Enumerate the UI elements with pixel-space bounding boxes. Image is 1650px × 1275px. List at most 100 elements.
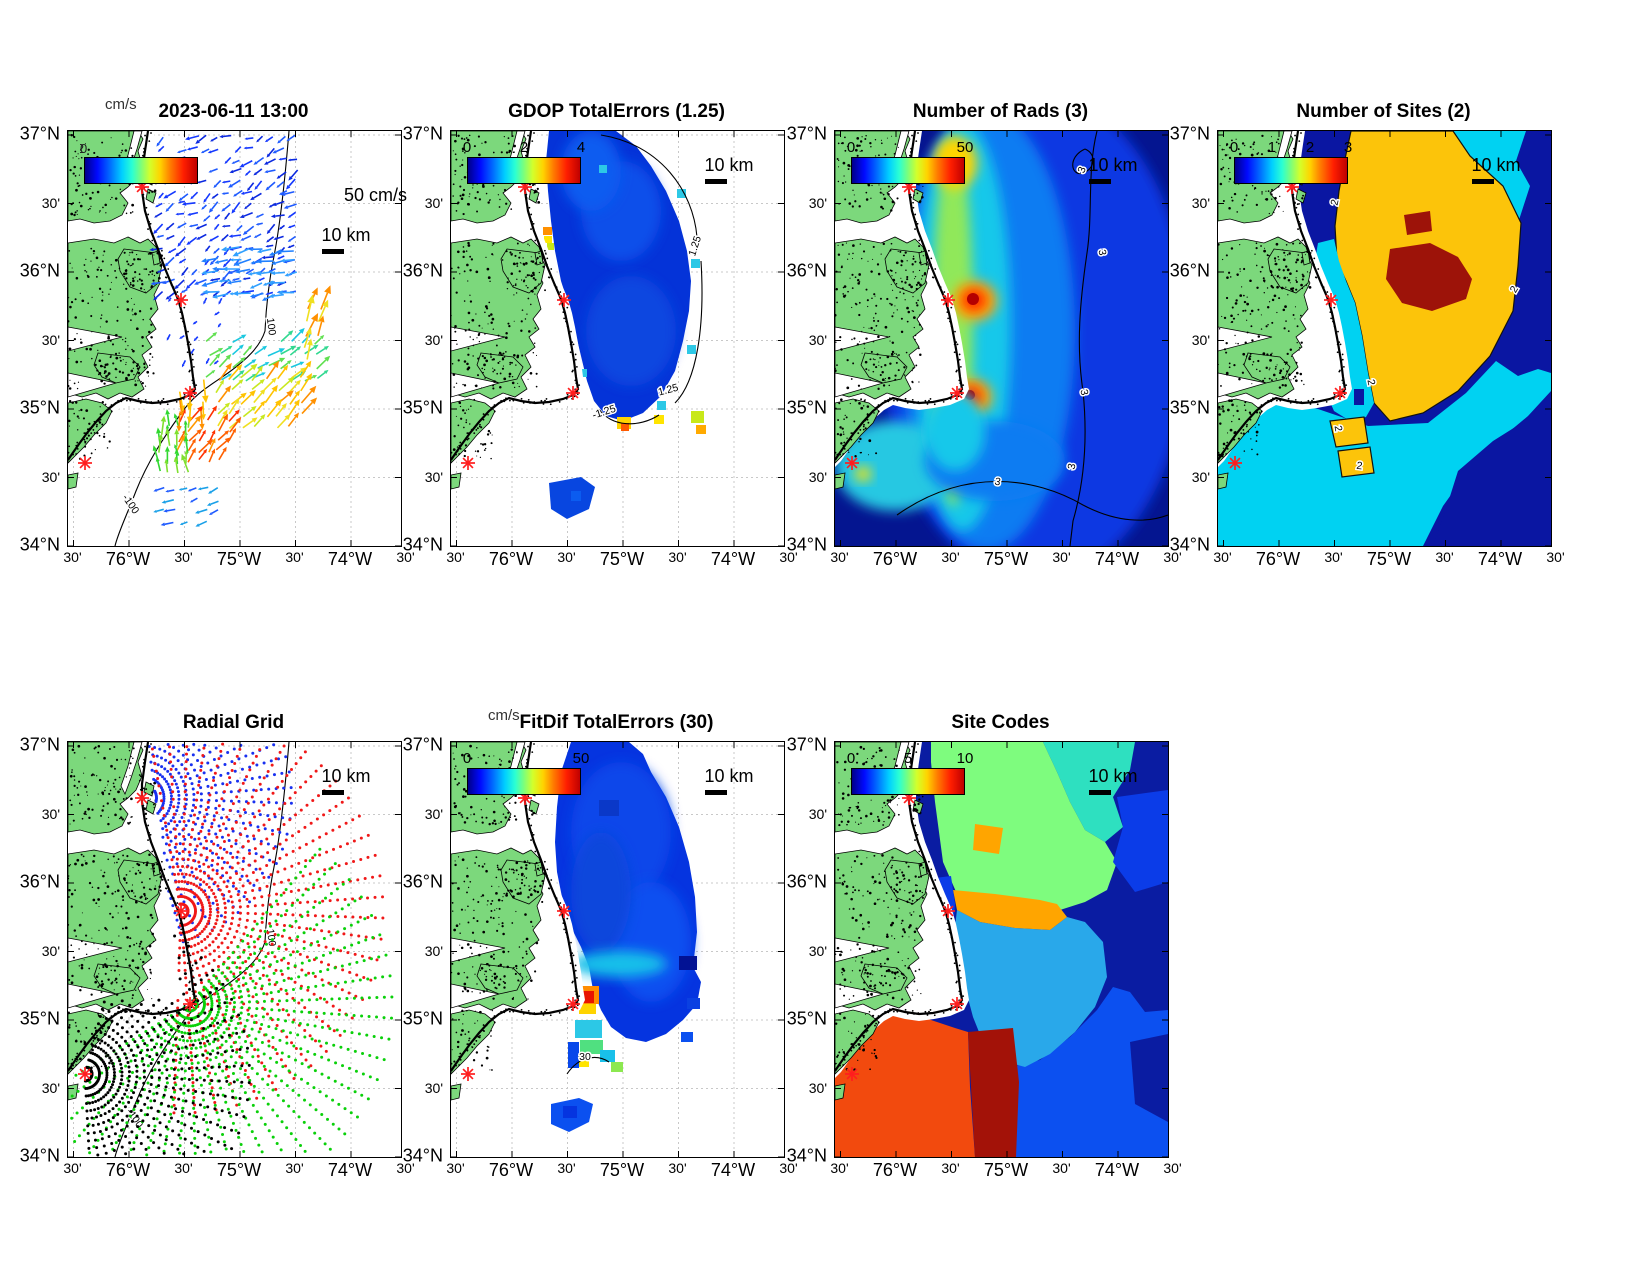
lon-axis-labels: 30' 76°W 30' 75°W 30' 74°W 30' xyxy=(63,1160,414,1184)
map-canvas: 1.251.25-1.25 xyxy=(451,131,784,546)
lon-tick-label: 76°W xyxy=(488,1160,534,1180)
radial-grid-dots xyxy=(70,742,394,1157)
colorbar-tick: 0 xyxy=(462,750,472,767)
colorbar-gradient xyxy=(467,157,581,184)
radar-site-markers xyxy=(461,791,580,1081)
panel-title: Number of Sites (2) xyxy=(1296,101,1471,122)
colorbar-tick-labels: 0 2 4 xyxy=(463,139,585,156)
lat-tick-label: 34°N xyxy=(19,1145,60,1166)
coastline xyxy=(451,131,580,461)
distance-scale-label: 10 km xyxy=(321,225,371,245)
lat-tick-label: 30' xyxy=(1191,331,1210,348)
lon-tick-label: 75°W xyxy=(599,549,645,569)
lon-tick-label: 74°W xyxy=(327,549,373,569)
lon-tick-label: 76°W xyxy=(488,549,534,569)
radar-site-markers xyxy=(78,791,197,1081)
lat-tick-label: 35°N xyxy=(786,397,827,418)
lon-tick-label: 30' xyxy=(446,549,465,565)
lon-tick-label: 75°W xyxy=(216,1160,262,1180)
panel-title: 2023-06-11 13:00 xyxy=(158,101,309,122)
lon-tick-label: 76°W xyxy=(1255,549,1301,569)
panel-title: Number of Rads (3) xyxy=(912,101,1089,122)
colorbar-tick: 0 xyxy=(462,139,472,156)
lat-tick-label: 37°N xyxy=(402,734,443,755)
contour-label: 3 xyxy=(1066,462,1079,470)
lat-tick-label: 30' xyxy=(424,468,443,485)
lat-tick-label: 35°N xyxy=(1169,397,1210,418)
colorbar-tick: 2 xyxy=(519,139,529,156)
colorbar: 0 2 4 xyxy=(463,139,585,184)
lon-tick-label: 30' xyxy=(1052,549,1071,565)
contour-label: 2 xyxy=(1356,460,1364,473)
distance-scale: 10 km xyxy=(1073,766,1153,795)
axis-ticks xyxy=(68,742,401,1157)
radar-site-markers xyxy=(845,180,964,470)
lat-axis-labels: 37°N 30' 36°N 30' 35°N 30' 34°N xyxy=(394,735,446,1166)
coast-speckles xyxy=(68,132,198,461)
distance-scale: 10 km xyxy=(1073,155,1153,184)
map-canvas: 100-100 xyxy=(68,742,401,1157)
colorbar-tick: 2 xyxy=(1305,139,1315,156)
lat-tick-label: 37°N xyxy=(19,123,60,144)
axis-ticks xyxy=(451,131,784,546)
lat-tick-label: 30' xyxy=(808,1079,827,1096)
lon-tick-label: 30' xyxy=(174,549,193,565)
lon-tick-label: 30' xyxy=(1546,549,1565,565)
scale-bar xyxy=(1472,179,1494,184)
distance-scale-label: 10 km xyxy=(321,766,371,786)
scale-bar xyxy=(705,179,727,184)
lat-tick-label: 37°N xyxy=(402,123,443,144)
lat-axis-labels: 37°N 30' 36°N 30' 35°N 30' 34°N xyxy=(778,735,830,1166)
lat-tick-label: 30' xyxy=(41,468,60,485)
land-layer xyxy=(451,131,546,490)
lon-tick-label: 76°W xyxy=(105,549,151,569)
lon-axis-labels: 30' 76°W 30' 75°W 30' 74°W 30' xyxy=(446,549,797,573)
lon-tick-label: 76°W xyxy=(872,549,918,569)
lon-tick-label: 30' xyxy=(830,1160,849,1176)
colorbar-tick: 50 xyxy=(572,750,590,767)
colorbar-tick: 3 xyxy=(1343,139,1353,156)
lat-tick-label: 35°N xyxy=(786,1008,827,1029)
colorbar-gradient xyxy=(1234,157,1348,184)
colorbar-tick: 5 xyxy=(903,750,913,767)
lon-tick-label: 30' xyxy=(1163,549,1182,565)
colorbar-tick: 0 xyxy=(846,139,856,156)
map-axes: 2 2 2 2 2 0 1 2 3 10 km xyxy=(1217,130,1552,547)
lon-tick-label: 30' xyxy=(1163,1160,1182,1176)
lon-tick-label: 30' xyxy=(1213,549,1232,565)
contour-label: -100 xyxy=(120,492,142,516)
contour-label: 100 xyxy=(264,317,278,336)
axis-ticks xyxy=(835,742,1168,1157)
lon-tick-label: 30' xyxy=(1435,549,1454,565)
lat-tick-label: 34°N xyxy=(786,534,827,555)
coastline xyxy=(451,742,580,1072)
colorbar: 0 50 xyxy=(847,139,973,184)
colorbar-units-label: cm/s xyxy=(488,707,520,724)
lon-tick-label: 75°W xyxy=(983,549,1029,569)
axis-ticks xyxy=(451,742,784,1157)
colorbar: 0 2 4 6 8 10 12 14 16 18 20 22 24 26 28 … xyxy=(80,141,198,184)
lat-tick-label: 30' xyxy=(808,331,827,348)
panel-site-codes: Site Codes 0 5 10 10 km 37°N 30' 36°N 30' 35°N… xyxy=(787,712,1182,1180)
lat-tick-label: 34°N xyxy=(402,534,443,555)
lon-tick-label: 74°W xyxy=(710,1160,756,1180)
lon-tick-label: 30' xyxy=(941,1160,960,1176)
lat-tick-label: 37°N xyxy=(786,734,827,755)
map-axes: 100 -100 10 km xyxy=(67,741,402,1158)
map-axes: 100 -100 0 2 4 6 8 10 12 14 16 18 20 22 2… xyxy=(67,130,407,547)
panel-title: Site Codes xyxy=(951,712,1050,733)
colorbar-tick-labels: 0 50 xyxy=(463,750,590,767)
contour-label: -1.25 xyxy=(591,403,618,422)
data-field xyxy=(1218,131,1551,546)
lat-tick-label: 37°N xyxy=(786,123,827,144)
lat-tick-label: 35°N xyxy=(402,1008,443,1029)
lat-tick-label: 36°N xyxy=(19,260,60,281)
lon-tick-label: 75°W xyxy=(1366,549,1412,569)
lat-axis-labels: 37°N 30' 36°N 30' 35°N 30' 34°N xyxy=(394,124,446,555)
colorbar: 0 50 xyxy=(463,750,589,795)
colorbar-units-label: cm/s xyxy=(105,96,137,113)
lat-tick-label: 30' xyxy=(808,468,827,485)
lon-tick-label: 30' xyxy=(830,549,849,565)
lon-tick-label: 30' xyxy=(557,549,576,565)
